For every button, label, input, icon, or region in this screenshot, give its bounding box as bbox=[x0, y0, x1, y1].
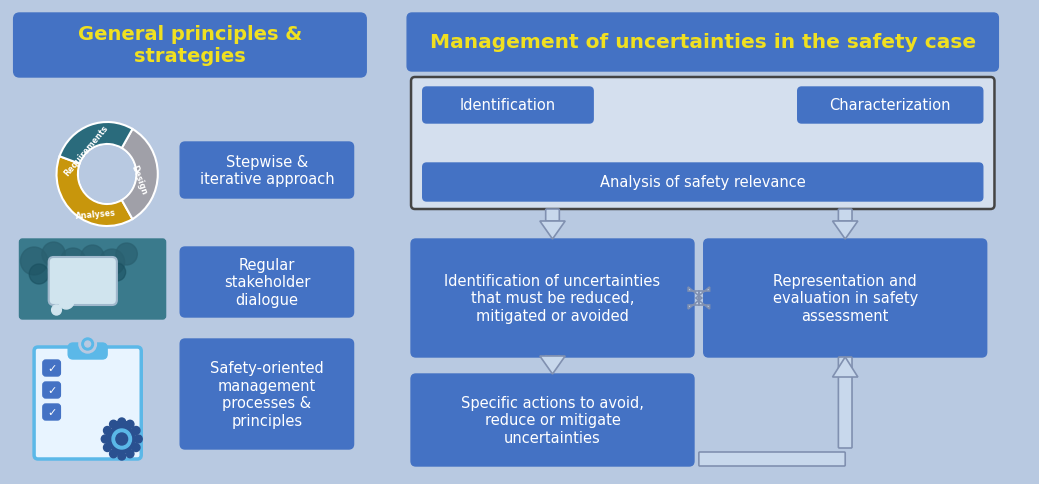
Circle shape bbox=[116, 433, 128, 445]
FancyBboxPatch shape bbox=[423, 164, 983, 201]
Circle shape bbox=[58, 293, 74, 309]
Text: Analyses: Analyses bbox=[75, 208, 116, 221]
Text: Stepwise &
iterative approach: Stepwise & iterative approach bbox=[199, 154, 335, 187]
Circle shape bbox=[132, 443, 140, 452]
FancyBboxPatch shape bbox=[699, 452, 845, 466]
Circle shape bbox=[117, 452, 126, 460]
Wedge shape bbox=[122, 130, 158, 220]
FancyBboxPatch shape bbox=[545, 210, 559, 222]
Text: Safety-oriented
management
processes &
principles: Safety-oriented management processes & p… bbox=[210, 361, 324, 428]
Text: ✓: ✓ bbox=[47, 363, 56, 373]
Circle shape bbox=[21, 247, 48, 275]
Text: Requirements: Requirements bbox=[62, 123, 109, 178]
Circle shape bbox=[29, 264, 49, 285]
FancyBboxPatch shape bbox=[43, 360, 60, 376]
FancyBboxPatch shape bbox=[14, 14, 366, 78]
Text: Representation and
evaluation in safety
assessment: Representation and evaluation in safety … bbox=[773, 273, 917, 323]
FancyBboxPatch shape bbox=[798, 88, 983, 124]
Polygon shape bbox=[540, 356, 565, 374]
Circle shape bbox=[117, 418, 126, 426]
Text: Analysis of safety relevance: Analysis of safety relevance bbox=[600, 175, 805, 190]
Polygon shape bbox=[832, 357, 858, 377]
Wedge shape bbox=[56, 157, 132, 227]
Circle shape bbox=[132, 426, 140, 435]
FancyBboxPatch shape bbox=[43, 382, 60, 398]
Circle shape bbox=[126, 421, 134, 428]
Circle shape bbox=[79, 335, 97, 353]
Circle shape bbox=[126, 450, 134, 458]
FancyArrow shape bbox=[696, 287, 710, 309]
FancyBboxPatch shape bbox=[411, 240, 694, 357]
Circle shape bbox=[112, 429, 132, 449]
Circle shape bbox=[116, 243, 137, 265]
Circle shape bbox=[109, 421, 117, 428]
FancyBboxPatch shape bbox=[180, 143, 353, 198]
Text: Characterization: Characterization bbox=[829, 98, 951, 113]
Polygon shape bbox=[540, 222, 565, 240]
FancyBboxPatch shape bbox=[180, 339, 353, 449]
FancyBboxPatch shape bbox=[69, 343, 107, 359]
Circle shape bbox=[87, 265, 107, 286]
FancyBboxPatch shape bbox=[43, 404, 60, 420]
Text: Design: Design bbox=[130, 164, 149, 196]
Circle shape bbox=[134, 435, 142, 443]
Circle shape bbox=[81, 245, 104, 270]
FancyBboxPatch shape bbox=[545, 355, 559, 358]
Polygon shape bbox=[113, 421, 131, 441]
Circle shape bbox=[48, 267, 70, 288]
Circle shape bbox=[80, 147, 134, 203]
Circle shape bbox=[69, 261, 87, 281]
FancyBboxPatch shape bbox=[407, 14, 998, 72]
Circle shape bbox=[109, 450, 117, 458]
Wedge shape bbox=[59, 123, 132, 165]
Circle shape bbox=[42, 242, 65, 267]
Circle shape bbox=[52, 305, 61, 316]
Text: Identification: Identification bbox=[460, 98, 556, 113]
Circle shape bbox=[85, 341, 90, 348]
FancyBboxPatch shape bbox=[20, 240, 165, 319]
Text: Regular
stakeholder
dialogue: Regular stakeholder dialogue bbox=[223, 257, 310, 307]
Circle shape bbox=[100, 249, 125, 275]
Text: ✓: ✓ bbox=[47, 407, 56, 417]
FancyBboxPatch shape bbox=[180, 247, 353, 318]
Circle shape bbox=[60, 248, 85, 274]
Circle shape bbox=[101, 435, 109, 443]
Circle shape bbox=[104, 443, 111, 452]
Text: Specific actions to avoid,
reduce or mitigate
uncertainties: Specific actions to avoid, reduce or mit… bbox=[461, 395, 644, 445]
Text: ✓: ✓ bbox=[47, 385, 56, 395]
FancyBboxPatch shape bbox=[423, 88, 593, 124]
Circle shape bbox=[104, 426, 111, 435]
Circle shape bbox=[108, 425, 135, 453]
Polygon shape bbox=[832, 222, 858, 240]
Circle shape bbox=[108, 263, 126, 281]
FancyBboxPatch shape bbox=[838, 357, 852, 448]
FancyBboxPatch shape bbox=[411, 78, 994, 210]
Text: Identification of uncertainties
that must be reduced,
mitigated or avoided: Identification of uncertainties that mus… bbox=[445, 273, 661, 323]
Text: Management of uncertainties in the safety case: Management of uncertainties in the safet… bbox=[430, 33, 976, 52]
FancyArrow shape bbox=[688, 287, 701, 309]
FancyBboxPatch shape bbox=[703, 240, 987, 357]
FancyBboxPatch shape bbox=[838, 210, 852, 222]
FancyBboxPatch shape bbox=[49, 257, 116, 305]
Text: General principles &
strategies: General principles & strategies bbox=[78, 26, 302, 66]
FancyBboxPatch shape bbox=[411, 374, 694, 466]
FancyBboxPatch shape bbox=[34, 348, 141, 459]
Circle shape bbox=[82, 338, 94, 350]
